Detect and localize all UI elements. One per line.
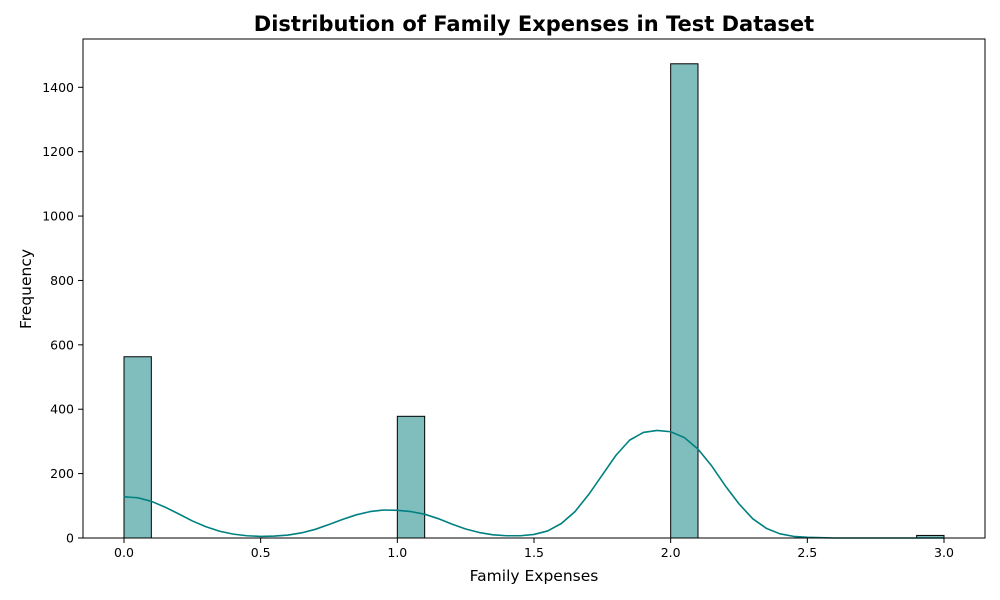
x-tick-label: 2.5 [797, 545, 817, 560]
histogram-bar-1 [396, 415, 426, 539]
y-tick-label: 1000 [42, 209, 74, 224]
x-tick-label: 0.5 [251, 545, 271, 560]
x-tick-label: 2.0 [661, 545, 681, 560]
x-axis-title: Family Expenses [470, 567, 599, 585]
plot-area-frame [82, 38, 986, 539]
y-tick-label: 800 [50, 273, 74, 288]
histogram-bar-0 [123, 356, 152, 539]
x-tick-label: 0.0 [114, 545, 134, 560]
histogram-bars [123, 63, 945, 539]
x-tick-label: 1.0 [387, 545, 407, 560]
y-axis-ticks: 0 200 400 600 800 1000 1200 1400 [42, 80, 83, 546]
histogram-bar-2 [670, 63, 699, 539]
x-tick-label: 3.0 [934, 545, 954, 560]
y-tick-label: 0 [66, 531, 74, 546]
chart-title: Distribution of Family Expenses in Test … [254, 12, 814, 36]
x-axis-ticks: 0.0 0.5 1.0 1.5 2.0 2.5 3.0 [114, 538, 954, 560]
y-tick-label: 1400 [42, 80, 74, 95]
y-tick-label: 400 [50, 402, 74, 417]
y-axis-title: Frequency [17, 249, 35, 329]
y-tick-label: 1200 [42, 144, 74, 159]
kde-curve-group [123, 429, 945, 539]
kde-line [123, 429, 945, 539]
y-tick-label: 200 [50, 466, 74, 481]
y-tick-label: 600 [50, 337, 74, 352]
x-tick-label: 1.5 [524, 545, 544, 560]
